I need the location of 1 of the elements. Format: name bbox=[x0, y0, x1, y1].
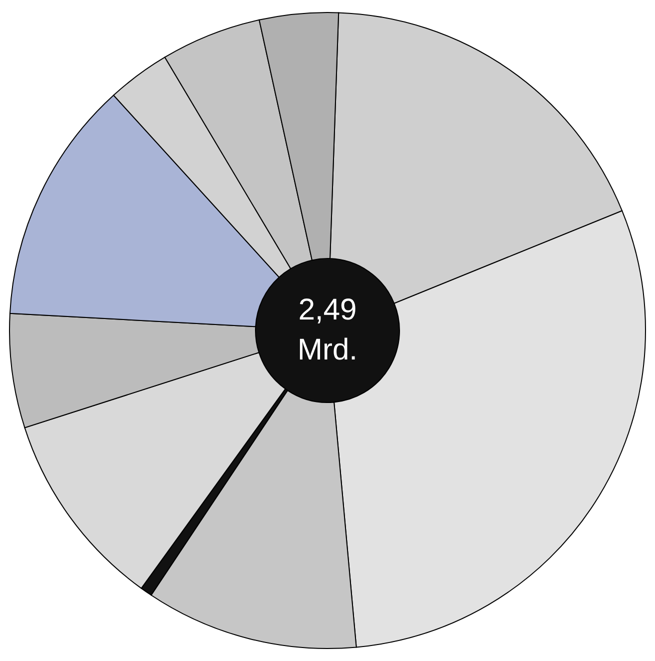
text: 2,49 Mrd. bbox=[298, 294, 358, 366]
